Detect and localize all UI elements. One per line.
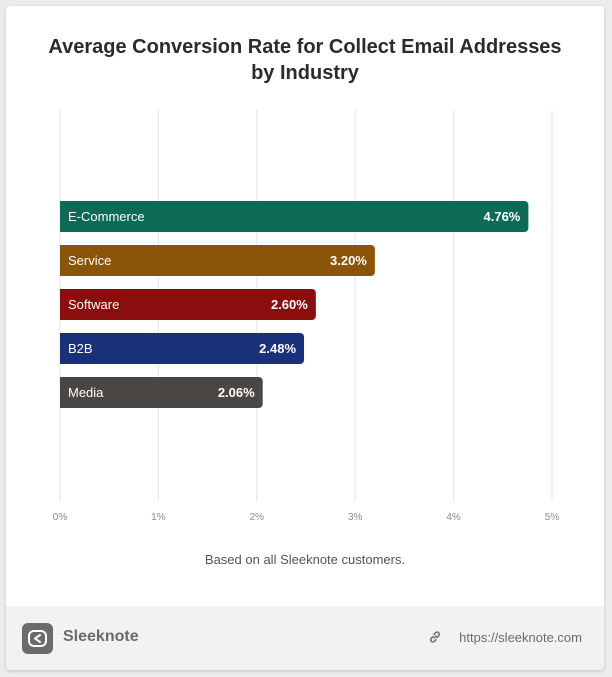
- x-tick-label: 1%: [151, 512, 166, 523]
- x-tick-label: 2%: [250, 512, 265, 523]
- bar: [60, 333, 305, 364]
- x-tick-label: 4%: [446, 512, 461, 523]
- link-icon: [429, 631, 441, 643]
- chart-title-line-1: Average Conversion Rate for Collect Emai…: [48, 36, 562, 58]
- bar-value-label: 3.20%: [330, 253, 367, 268]
- bar: [60, 201, 529, 232]
- bar-value-label: 2.06%: [218, 385, 255, 400]
- bar: [60, 377, 263, 408]
- bar: [60, 245, 375, 276]
- footer: Sleeknote https://sleeknote.com: [6, 606, 604, 670]
- sleeknote-logo-icon: [22, 623, 53, 654]
- x-tick-label: 0%: [53, 512, 68, 523]
- x-tick-label: 5%: [545, 512, 560, 523]
- bar-category-label: E-Commerce: [68, 209, 145, 224]
- bar: [60, 289, 316, 320]
- bar-category-label: Media: [68, 385, 104, 400]
- bar-category-label: B2B: [68, 341, 93, 356]
- chart-card: Average Conversion Rate for Collect Emai…: [6, 6, 604, 670]
- brand-name: Sleeknote: [63, 628, 139, 645]
- x-tick-label: 3%: [348, 512, 363, 523]
- bar-chart: 0% 1% 2% 3% 4% 5% E-Commerce 4.76% Service 3.20% S…: [53, 110, 560, 523]
- bar-value-label: 4.76%: [484, 209, 521, 224]
- website-link[interactable]: https://sleeknote.com: [459, 630, 582, 645]
- chart-title-line-2: by Industry: [251, 62, 359, 84]
- bar-value-label: 2.48%: [259, 341, 296, 356]
- chart-title: Average Conversion Rate for Collect Emai…: [6, 34, 604, 86]
- bar-value-label: 2.60%: [271, 297, 308, 312]
- chart-caption: Based on all Sleeknote customers.: [204, 552, 406, 567]
- bar-category-label: Software: [68, 297, 119, 312]
- bar-category-label: Service: [68, 253, 111, 268]
